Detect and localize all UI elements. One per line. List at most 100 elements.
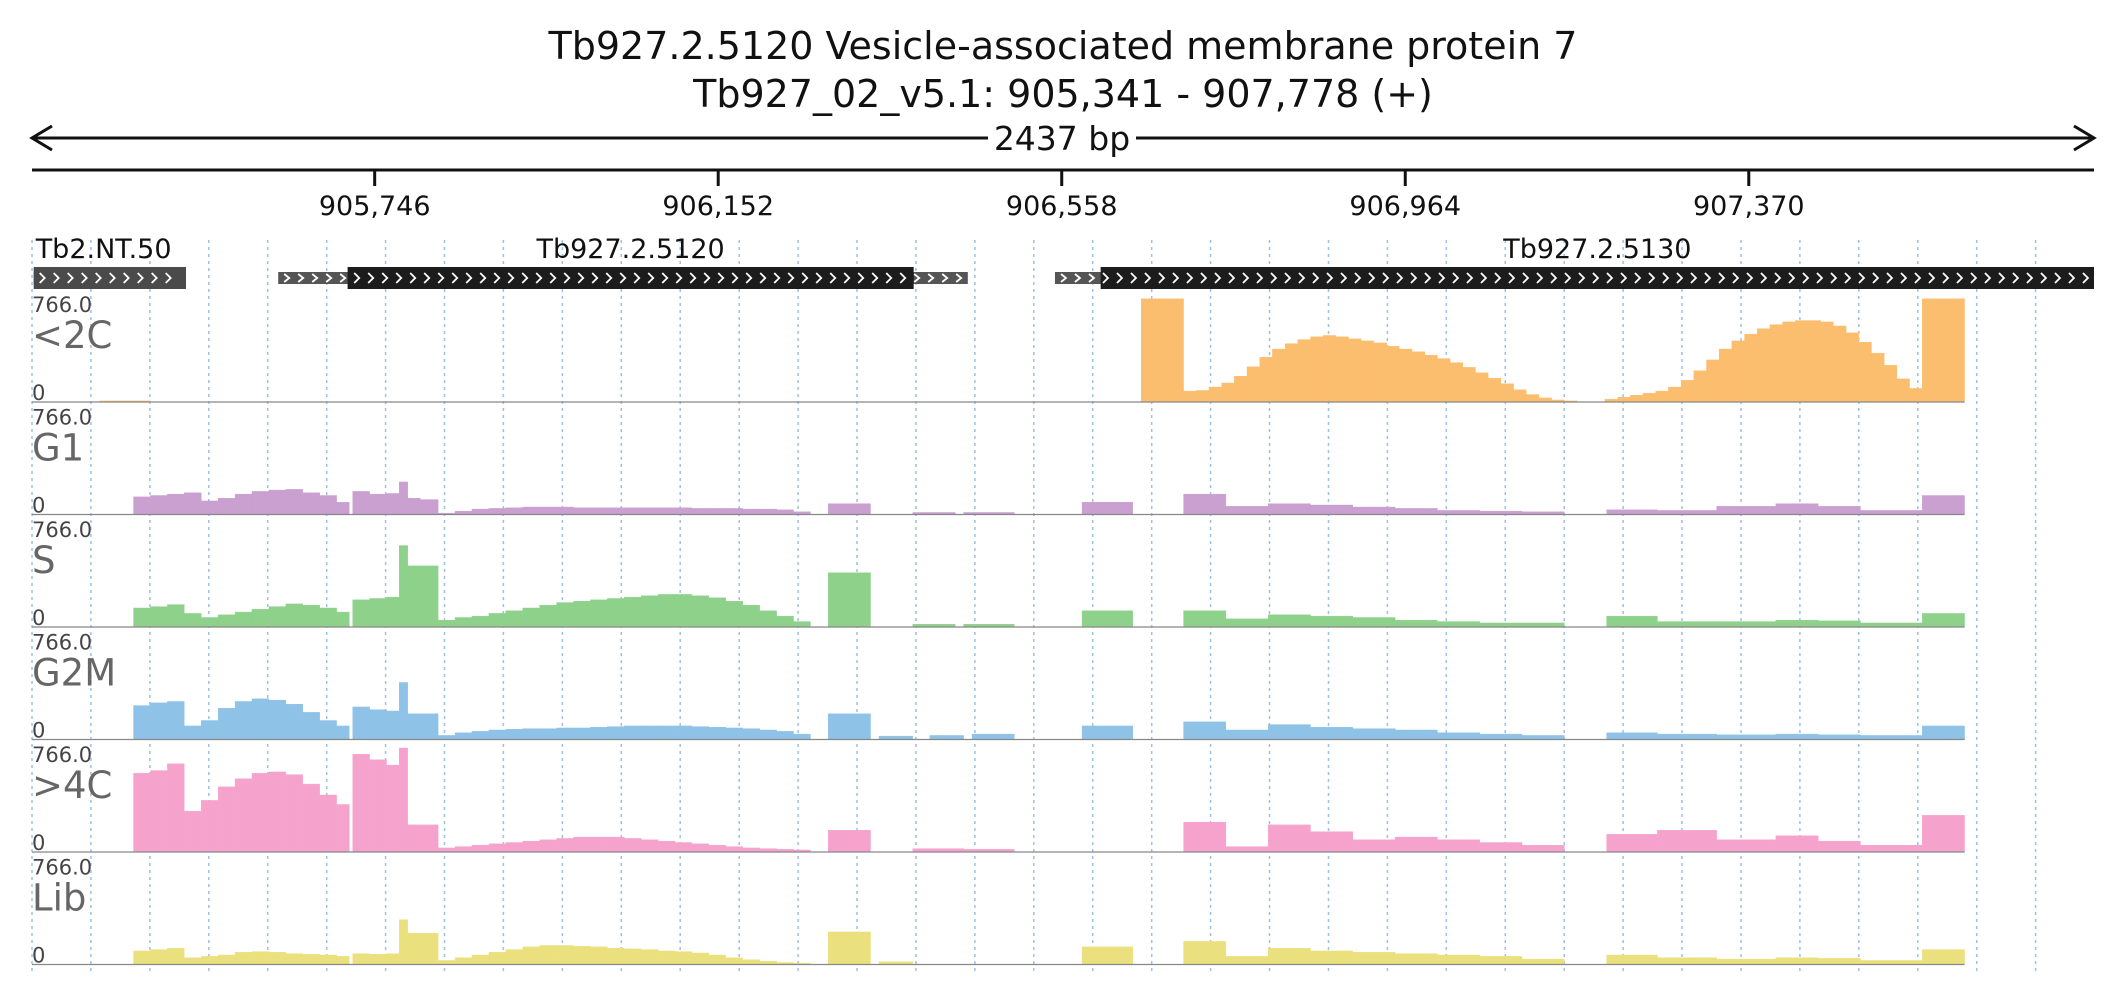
coverage-bar [1775, 503, 1819, 515]
coverage-bar [590, 599, 608, 628]
coverage-bar [624, 507, 642, 515]
coverage-bar [471, 845, 490, 853]
strand-chevron [1340, 272, 1348, 284]
coverage-bar [217, 498, 236, 515]
strand-chevron [913, 273, 921, 283]
coverage-bar [624, 725, 642, 740]
coverage-bar [522, 607, 540, 628]
strand-chevron [787, 272, 795, 284]
span-arrow-right [2073, 124, 2097, 152]
coverage-bar [302, 954, 320, 965]
coverage-bar [1221, 382, 1235, 403]
coverage-bar [742, 959, 760, 965]
coverage-bar [420, 499, 439, 515]
coverage-bar [1479, 622, 1523, 628]
gene-annotations: Tb2.NT.50 Tb927.2.5120 Tb927.2.5130 [33, 234, 2094, 289]
strand-chevron [801, 272, 809, 284]
coverage-bar [217, 614, 236, 628]
coverage-bar [691, 508, 710, 515]
strand-chevron [2012, 272, 2020, 284]
coverage-bar [319, 720, 337, 740]
strand-chevron [451, 272, 459, 284]
coverage-bar [1081, 725, 1134, 740]
coverage-bar [1860, 735, 1923, 740]
strand-chevron [1438, 272, 1446, 284]
coverage-bar [1225, 846, 1269, 853]
track-min-label: 0 [32, 381, 45, 405]
coverage-bar [1479, 733, 1523, 740]
coverage-bar [437, 735, 456, 740]
chart-subtitle: Tb927_02_v5.1: 905,341 - 907,778 (+) [693, 72, 1433, 116]
strand-chevron [955, 273, 963, 283]
coverage-bar [488, 729, 507, 740]
coverage-bar [1775, 620, 1819, 628]
coverage-bar [1606, 732, 1658, 740]
strand-chevron [1676, 272, 1684, 284]
coverage-bar [1782, 321, 1796, 403]
coverage-bar [268, 771, 287, 853]
strand-chevron [325, 273, 333, 283]
coverage-bar [1246, 366, 1260, 403]
coverage-bar [590, 946, 608, 965]
coverage-bar [505, 842, 523, 853]
coverage-bar [1744, 333, 1758, 403]
coverage-bar [573, 727, 591, 740]
coverage-bar [708, 845, 727, 853]
coverage-bar [1394, 836, 1438, 853]
strand-chevron [1830, 272, 1838, 284]
coverage-bar [488, 508, 507, 515]
coverage-bar [725, 846, 743, 853]
coverage-bar [1922, 613, 1965, 628]
coverage-bar [1817, 840, 1861, 853]
coverage-bar [1716, 734, 1777, 740]
strand-chevron [2082, 272, 2090, 284]
coverage-bar [828, 830, 871, 853]
coverage-bar [522, 840, 540, 853]
coverage-bar [1225, 506, 1269, 515]
coverage-bar [1606, 615, 1658, 628]
strand-chevron [1746, 272, 1754, 284]
strand-chevron [745, 272, 753, 284]
strand-chevron [717, 272, 725, 284]
coverage-bar [251, 951, 270, 965]
strand-chevron [1872, 272, 1880, 284]
coverage-bar [776, 509, 794, 515]
coverage-bar [657, 725, 676, 740]
coverage-bar [607, 726, 625, 740]
coverage-bar [1183, 610, 1227, 628]
strand-chevron [1088, 273, 1096, 283]
coverage-bar [407, 565, 439, 628]
coverage-bar [1521, 735, 1565, 740]
coverage-bar [234, 778, 253, 853]
strand-chevron [1382, 272, 1390, 284]
coverage-bar [201, 956, 219, 965]
coverage-bar [1348, 338, 1362, 403]
coverage-bar [1081, 946, 1134, 965]
coverage-bar [150, 770, 168, 853]
strand-chevron [1760, 272, 1768, 284]
coverage-bar [505, 729, 523, 740]
coverage-bar [1657, 957, 1717, 965]
strand-chevron [95, 272, 102, 284]
coverage-bar [1225, 729, 1269, 740]
coverage-bar [828, 931, 871, 965]
coverage-bar [1757, 328, 1771, 403]
coverage-bar [556, 727, 574, 740]
coverage-bar [1657, 621, 1717, 628]
strand-chevron [1914, 272, 1922, 284]
title-block: Tb927.2.5120 Vesicle-associated membrane… [0, 22, 2126, 118]
coverage-bar [1479, 842, 1523, 853]
coverage-bar [1775, 733, 1819, 740]
strand-chevron [507, 272, 515, 284]
track-min-label: 0 [32, 831, 45, 855]
coverage-bar [407, 824, 439, 853]
coverage-bar [573, 836, 591, 853]
strand-chevron [1214, 272, 1222, 284]
coverage-bar [454, 732, 473, 740]
strand-chevron [1424, 272, 1432, 284]
coverage-bar [1424, 354, 1438, 403]
coverage-bar [167, 493, 185, 515]
coverage-bar [369, 709, 387, 740]
coverage-bar [657, 950, 676, 965]
strand-chevron [409, 272, 417, 284]
